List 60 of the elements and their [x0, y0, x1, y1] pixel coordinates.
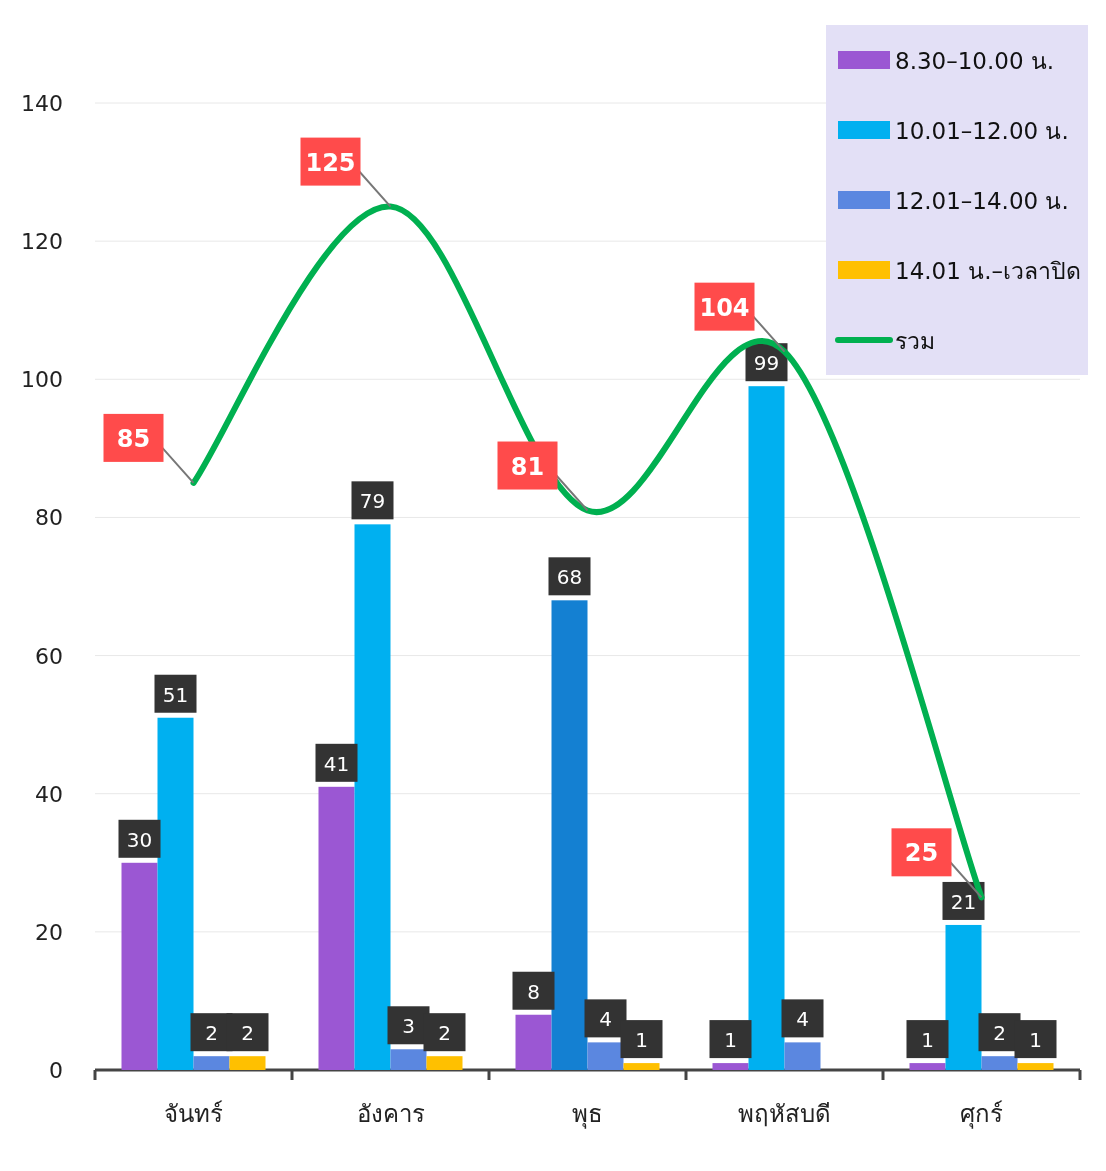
data-label: 2 — [205, 1021, 218, 1046]
data-label: 3 — [402, 1014, 415, 1039]
y-tick-label: 60 — [35, 643, 63, 669]
y-tick-label: 40 — [35, 781, 63, 807]
data-label: 68 — [556, 565, 583, 590]
data-label: 30 — [126, 827, 153, 852]
bar — [748, 386, 785, 1070]
data-label: 8 — [527, 979, 540, 1004]
data-label: 79 — [359, 489, 386, 514]
data-label: 1 — [635, 1028, 648, 1053]
legend-label: 12.01–14.00 น. — [895, 188, 1069, 214]
data-label: 25 — [904, 839, 939, 868]
data-label: 125 — [305, 148, 356, 177]
bar — [909, 1063, 946, 1070]
bar — [157, 717, 194, 1070]
x-tick-label: พุธ — [572, 1100, 603, 1129]
bar — [121, 862, 158, 1070]
data-label: 41 — [323, 751, 350, 776]
bar — [229, 1056, 266, 1070]
legend-label: 14.01 น.–เวลาปิด — [895, 258, 1081, 284]
data-label: 1 — [1029, 1028, 1042, 1053]
data-label: 1 — [921, 1028, 934, 1053]
bar — [1017, 1063, 1054, 1070]
data-label: 85 — [116, 424, 151, 453]
data-label: 2 — [993, 1021, 1006, 1046]
x-tick-label: ศุกร์ — [960, 1100, 1003, 1129]
bar — [623, 1063, 660, 1070]
data-label: 2 — [241, 1021, 254, 1046]
bar — [784, 1042, 821, 1070]
bar — [426, 1056, 463, 1070]
bar — [945, 924, 982, 1070]
y-tick-label: 0 — [49, 1058, 63, 1083]
data-label: 51 — [162, 682, 189, 707]
y-tick-label: 80 — [35, 505, 63, 531]
data-label: 4 — [599, 1007, 612, 1032]
y-tick-label: 100 — [21, 367, 63, 393]
bar — [193, 1056, 230, 1070]
data-label: 81 — [510, 452, 545, 481]
bar — [712, 1063, 749, 1070]
bar — [318, 786, 355, 1070]
data-label: 1 — [724, 1028, 737, 1053]
bar — [354, 524, 391, 1070]
bar — [981, 1056, 1018, 1070]
y-tick-label: 140 — [21, 91, 63, 116]
data-label: 21 — [950, 889, 977, 914]
data-label: 4 — [796, 1007, 809, 1032]
data-label: 99 — [753, 351, 780, 376]
bar — [390, 1049, 427, 1070]
bar — [551, 600, 588, 1070]
y-tick-label: 20 — [35, 919, 63, 945]
legend-label: รวม — [895, 328, 935, 354]
x-tick-label: จันทร์ — [164, 1100, 223, 1128]
y-tick-label: 120 — [21, 229, 63, 255]
data-label: 104 — [699, 293, 750, 322]
legend-label: 10.01–12.00 น. — [895, 118, 1069, 144]
data-label: 2 — [438, 1021, 451, 1046]
legend-label: 8.30–10.00 น. — [895, 48, 1055, 74]
x-tick-label: อังคาร — [356, 1100, 425, 1128]
x-tick-label: พฤหัสบดี — [738, 1100, 831, 1128]
bar — [515, 1014, 552, 1070]
